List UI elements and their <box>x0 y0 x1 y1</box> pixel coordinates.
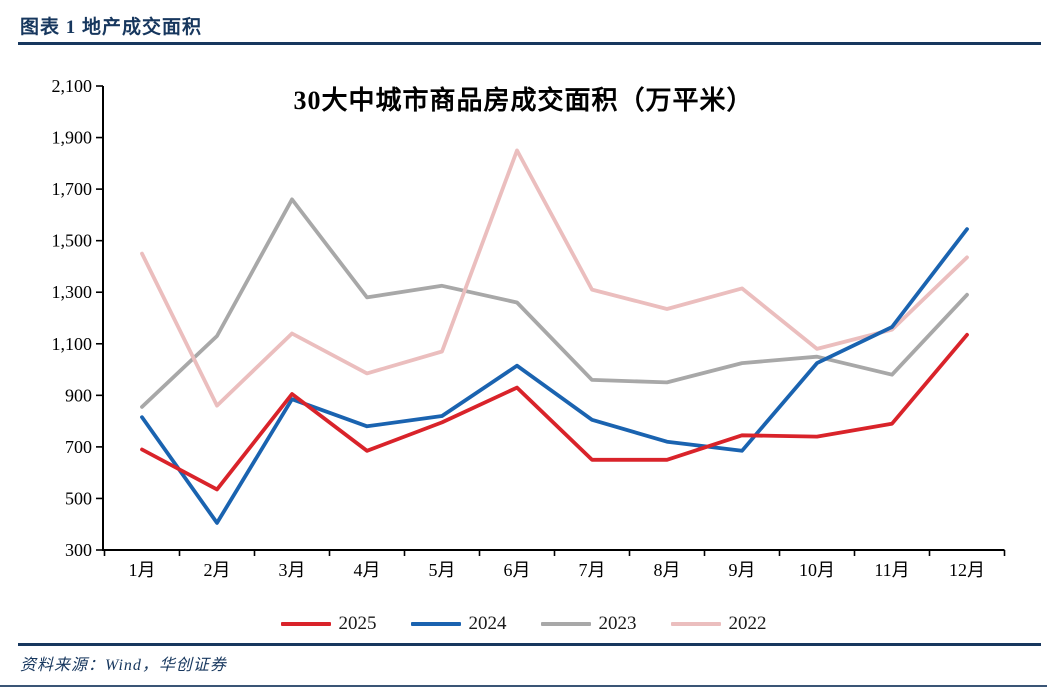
series-line-2024 <box>140 227 969 525</box>
y-tick-label: 1,300 <box>52 282 93 302</box>
legend-swatch-2023 <box>540 622 591 626</box>
x-tick-label: 3月 <box>279 560 306 580</box>
figure-caption: 图表 1 地产成交面积 <box>20 17 203 38</box>
x-tick-label: 8月 <box>654 560 681 580</box>
x-tick-label: 11月 <box>874 560 909 580</box>
y-tick-label: 900 <box>65 385 92 405</box>
series-line-2023 <box>140 197 969 409</box>
y-tick-label: 1,100 <box>52 334 93 354</box>
legend-label: 2024 <box>468 613 507 634</box>
x-tick-label: 6月 <box>504 560 531 580</box>
legend-item-2025: 2025 <box>280 613 377 635</box>
legend-label: 2022 <box>728 613 767 634</box>
page-bottom-rule <box>0 685 1047 687</box>
footer-rule <box>18 643 1041 646</box>
source-note: 资料来源：Wind，华创证券 <box>20 657 227 674</box>
y-tick-label: 1,900 <box>52 128 93 148</box>
legend-item-2024: 2024 <box>410 613 507 635</box>
x-tick-label: 10月 <box>799 560 835 580</box>
legend-item-2023: 2023 <box>540 613 637 635</box>
header-rule <box>18 42 1041 45</box>
legend-label: 2025 <box>338 613 377 634</box>
legend-item-2022: 2022 <box>670 613 767 635</box>
series-line-2022 <box>140 148 969 408</box>
legend-swatch-2024 <box>410 622 461 626</box>
x-tick-label: 4月 <box>354 560 381 580</box>
x-tick-label: 12月 <box>949 560 985 580</box>
x-tick-label: 5月 <box>429 560 456 580</box>
axes <box>102 86 1005 551</box>
series-line-2025 <box>140 332 969 492</box>
y-tick-label: 2,100 <box>52 76 93 96</box>
y-tick-label: 500 <box>65 488 92 508</box>
chart-title: 30大中城市商品房成交面积（万平米） <box>293 86 754 115</box>
y-tick-label: 1,500 <box>52 231 93 251</box>
legend-label: 2023 <box>598 613 637 634</box>
x-tick-label: 1月 <box>129 560 156 580</box>
y-tick-label: 700 <box>65 437 92 457</box>
x-tick-label: 2月 <box>204 560 231 580</box>
x-tick-label: 9月 <box>729 560 756 580</box>
y-tick-label: 1,700 <box>52 179 93 199</box>
chart-legend: 2025 2024 2023 2022 <box>0 610 1047 638</box>
y-tick-label: 300 <box>65 540 92 560</box>
x-tick-label: 7月 <box>579 560 606 580</box>
legend-swatch-2025 <box>280 622 331 626</box>
legend-swatch-2022 <box>670 622 721 626</box>
